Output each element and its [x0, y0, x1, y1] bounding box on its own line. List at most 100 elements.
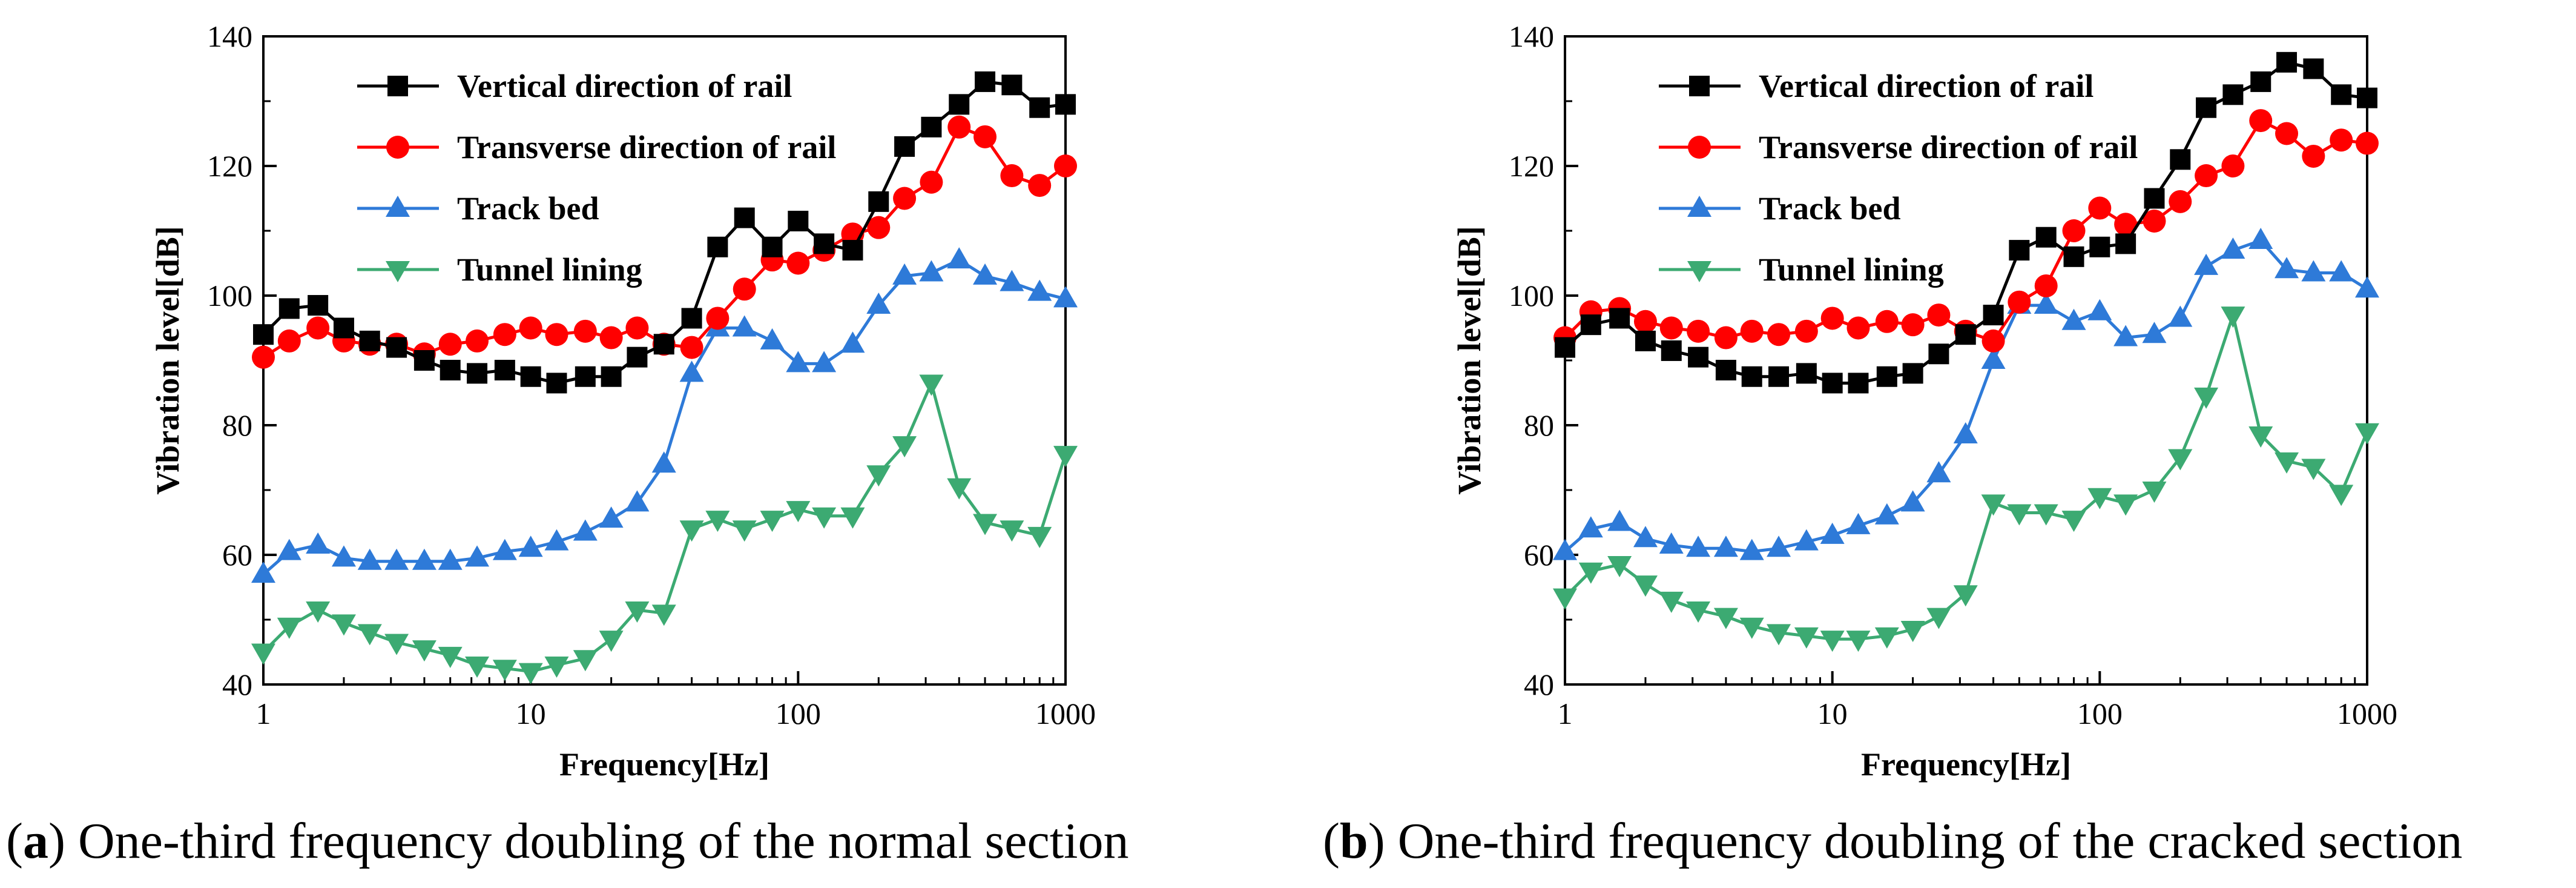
data-point [412, 548, 436, 570]
data-point [1686, 601, 1711, 623]
data-point [359, 330, 380, 351]
data-point [2168, 449, 2193, 471]
data-point [866, 293, 891, 314]
legend-marker [386, 261, 410, 282]
data-point [2170, 149, 2191, 170]
data-point [679, 520, 704, 542]
data-point [438, 548, 463, 570]
data-point [973, 125, 997, 148]
data-point [1713, 608, 1738, 629]
series-3 [1553, 306, 2379, 652]
data-point [1633, 526, 1658, 548]
data-point [518, 535, 543, 557]
data-point [2194, 253, 2219, 275]
data-point [2113, 494, 2138, 516]
y-axis-label: Vibration level[dB] [150, 226, 186, 494]
data-point [2007, 504, 2032, 526]
legend-label: Vertical direction of rail [1759, 68, 2093, 104]
data-point [1955, 324, 1976, 345]
data-point [2329, 260, 2354, 282]
legend-marker [386, 136, 409, 159]
data-point [520, 366, 541, 387]
data-point [842, 240, 863, 261]
data-point [2169, 190, 2192, 213]
data-point [1659, 316, 1683, 340]
series-3 [251, 374, 1078, 684]
data-point [1981, 494, 2006, 516]
data-point [1000, 270, 1024, 291]
legend-label: Tunnel lining [457, 251, 642, 288]
data-point [1659, 532, 1684, 554]
data-point [2061, 511, 2086, 532]
data-point [494, 360, 515, 381]
legend-marker [1687, 196, 1711, 217]
x-tick-label: 1000 [1035, 697, 1096, 731]
data-point [1768, 366, 1790, 387]
data-point [2034, 504, 2058, 526]
data-point [919, 374, 944, 396]
data-point [2355, 423, 2379, 445]
data-point [760, 328, 785, 350]
data-point [1822, 373, 1843, 394]
data-point [546, 373, 567, 394]
data-point [892, 263, 917, 285]
series-0 [253, 71, 1076, 394]
y-tick-label: 40 [1524, 668, 1554, 701]
data-point [812, 507, 837, 529]
data-point [2143, 209, 2166, 233]
data-point [1740, 319, 1764, 343]
data-point [1713, 535, 1738, 557]
y-tick-label: 40 [222, 668, 252, 701]
data-point [1794, 529, 1819, 551]
data-point [973, 514, 998, 535]
data-point [2142, 322, 2167, 343]
data-point [1609, 308, 1630, 329]
data-point [1900, 490, 1925, 512]
data-point [466, 329, 489, 353]
data-point [947, 247, 972, 269]
data-point [651, 451, 676, 473]
data-point [2221, 154, 2245, 177]
data-point [1000, 520, 1024, 542]
data-point [2034, 293, 2058, 314]
data-point [544, 656, 569, 678]
data-point [2221, 237, 2245, 259]
legend-marker [1687, 261, 1711, 282]
data-point [892, 436, 917, 458]
data-point [2087, 299, 2112, 320]
data-point [2301, 459, 2326, 480]
data-point [306, 532, 331, 554]
data-point [732, 315, 757, 337]
data-point [1875, 310, 1899, 333]
legend-label: Transverse direction of rail [457, 129, 836, 165]
data-point [2063, 246, 2084, 267]
data-point [2168, 305, 2193, 327]
series-0 [1555, 51, 2377, 394]
data-point [2302, 144, 2325, 168]
data-point [2087, 488, 2112, 509]
series-2 [251, 247, 1078, 583]
data-point [705, 511, 730, 532]
data-point [1820, 306, 1844, 330]
data-point [1001, 75, 1023, 96]
data-point [2222, 84, 2244, 105]
data-point [2275, 122, 2299, 145]
data-point [2115, 233, 2136, 254]
data-point [1661, 340, 1682, 361]
data-point [2303, 58, 2324, 79]
data-point [1029, 97, 1050, 118]
data-point [2035, 227, 2057, 248]
y-tick-label: 140 [207, 19, 252, 53]
data-point [2301, 260, 2326, 282]
data-point [681, 308, 702, 329]
y-tick-label: 60 [222, 538, 252, 572]
data-point [788, 210, 809, 231]
data-point [357, 548, 382, 570]
data-point [1607, 556, 1632, 578]
data-point [2195, 164, 2218, 188]
data-point [866, 465, 891, 487]
data-point [2062, 219, 2086, 242]
y-tick-label: 80 [1524, 408, 1554, 442]
data-point [1715, 360, 1736, 381]
data-point [975, 71, 996, 92]
